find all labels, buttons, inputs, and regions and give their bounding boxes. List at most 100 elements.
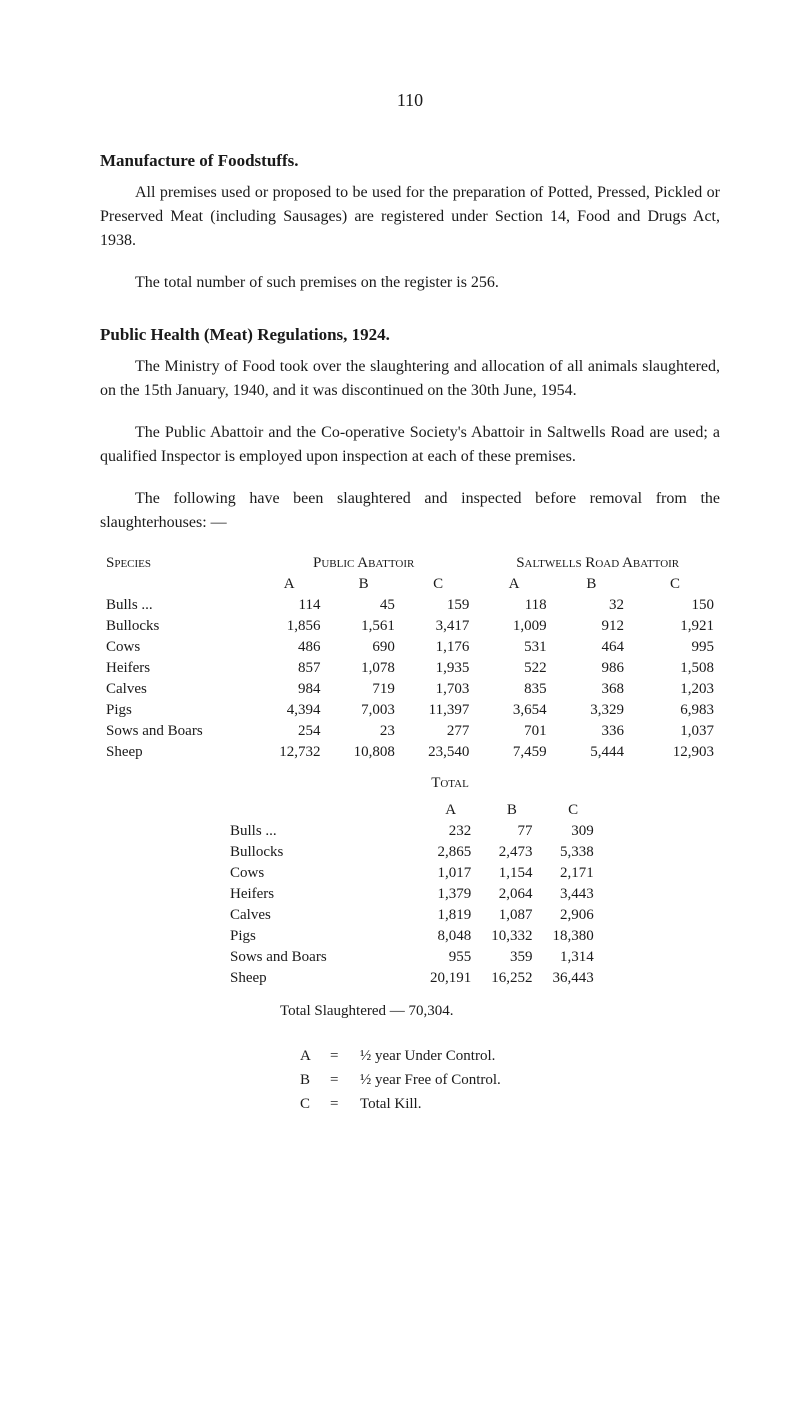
table-cell: 20,191 <box>420 968 481 989</box>
species-name: Sheep <box>220 968 420 989</box>
table-cell: 254 <box>252 721 326 742</box>
species-name: Calves <box>220 905 420 926</box>
table-cell: 23 <box>326 721 400 742</box>
table-row: Sows and Boars9553591,314 <box>220 947 604 968</box>
legend-b-text: ½ year Free of Control. <box>360 1068 501 1092</box>
table-cell: 7,459 <box>475 742 552 763</box>
table-row: Calves1,8191,0872,906 <box>220 905 604 926</box>
total-heading: Total <box>180 775 720 792</box>
abattoir-table: Species Public Abattoir Saltwells Road A… <box>100 553 720 763</box>
table-row: Sows and Boars254232777013361,037 <box>100 721 720 742</box>
page-number: 110 <box>100 90 720 111</box>
table-cell: 1,508 <box>630 658 720 679</box>
table2-subheader: A B C <box>220 800 604 821</box>
section2-para1: The Ministry of Food took over the slaug… <box>100 355 720 403</box>
table-cell: 1,009 <box>475 616 552 637</box>
species-name: Cows <box>100 637 252 658</box>
table-cell: 1,935 <box>401 658 475 679</box>
table-cell: 5,444 <box>553 742 630 763</box>
table-cell: 11,397 <box>401 700 475 721</box>
table-cell: 4,394 <box>252 700 326 721</box>
species-name: Sows and Boars <box>100 721 252 742</box>
table-cell: 7,003 <box>326 700 400 721</box>
col-a2: A <box>475 574 552 595</box>
species-name: Pigs <box>100 700 252 721</box>
saltwells-header: Saltwells Road Abattoir <box>475 553 720 574</box>
section1-para1: All premises used or proposed to be used… <box>100 181 720 253</box>
section2-para3: The following have been slaughtered and … <box>100 487 720 535</box>
table-cell: 464 <box>553 637 630 658</box>
col-b2: B <box>553 574 630 595</box>
table-cell: 2,171 <box>543 863 604 884</box>
table-row: Cows1,0171,1542,171 <box>220 863 604 884</box>
table-cell: 3,329 <box>553 700 630 721</box>
section2-heading: Public Health (Meat) Regulations, 1924. <box>100 325 720 345</box>
table-cell: 2,064 <box>481 884 542 905</box>
table-cell: 5,338 <box>543 842 604 863</box>
legend-c-letter: C <box>300 1092 330 1116</box>
table-cell: 995 <box>630 637 720 658</box>
col-c1: C <box>401 574 475 595</box>
table-cell: 1,314 <box>543 947 604 968</box>
table-cell: 1,561 <box>326 616 400 637</box>
species-name: Cows <box>220 863 420 884</box>
table-cell: 522 <box>475 658 552 679</box>
species-name: Pigs <box>220 926 420 947</box>
col-a1: A <box>252 574 326 595</box>
legend-b-eq: = <box>330 1068 360 1092</box>
page-content: 110 Manufacture of Foodstuffs. All premi… <box>0 0 800 1176</box>
species-name: Bullocks <box>100 616 252 637</box>
table-cell: 1,078 <box>326 658 400 679</box>
table-cell: 912 <box>553 616 630 637</box>
table-cell: 309 <box>543 821 604 842</box>
table1-header-row: Species Public Abattoir Saltwells Road A… <box>100 553 720 574</box>
table-cell: 159 <box>401 595 475 616</box>
legend-c-text: Total Kill. <box>360 1092 421 1116</box>
table-cell: 12,732 <box>252 742 326 763</box>
table-row: Bullocks2,8652,4735,338 <box>220 842 604 863</box>
legend-a-text: ½ year Under Control. <box>360 1044 495 1068</box>
species-name: Calves <box>100 679 252 700</box>
table-cell: 3,417 <box>401 616 475 637</box>
table-row: Bullocks1,8561,5613,4171,0099121,921 <box>100 616 720 637</box>
species-label: Species <box>100 553 252 574</box>
table-cell: 10,332 <box>481 926 542 947</box>
legend: A = ½ year Under Control. B = ½ year Fre… <box>300 1044 720 1116</box>
table-cell: 232 <box>420 821 481 842</box>
table-cell: 984 <box>252 679 326 700</box>
total-slaughtered: Total Slaughtered — 70,304. <box>280 1003 720 1020</box>
total-table: A B C Bulls ...23277309Bullocks2,8652,47… <box>220 800 604 989</box>
table-cell: 36,443 <box>543 968 604 989</box>
table-cell: 955 <box>420 947 481 968</box>
species-name: Bulls ... <box>220 821 420 842</box>
table-cell: 531 <box>475 637 552 658</box>
table-cell: 77 <box>481 821 542 842</box>
species-name: Sheep <box>100 742 252 763</box>
table-cell: 719 <box>326 679 400 700</box>
t2-col-c: C <box>543 800 604 821</box>
table-cell: 1,819 <box>420 905 481 926</box>
table-cell: 118 <box>475 595 552 616</box>
table-cell: 2,865 <box>420 842 481 863</box>
legend-c-eq: = <box>330 1092 360 1116</box>
col-b1: B <box>326 574 400 595</box>
table-cell: 8,048 <box>420 926 481 947</box>
table-cell: 486 <box>252 637 326 658</box>
table-cell: 1,154 <box>481 863 542 884</box>
table-row: Cows4866901,176531464995 <box>100 637 720 658</box>
table-cell: 1,203 <box>630 679 720 700</box>
table-cell: 1,856 <box>252 616 326 637</box>
table-cell: 2,906 <box>543 905 604 926</box>
legend-row-a: A = ½ year Under Control. <box>300 1044 720 1068</box>
table-cell: 336 <box>553 721 630 742</box>
section1-heading: Manufacture of Foodstuffs. <box>100 151 720 171</box>
species-name: Bullocks <box>220 842 420 863</box>
table-row: Sheep20,19116,25236,443 <box>220 968 604 989</box>
section1-para2: The total number of such premises on the… <box>100 271 720 295</box>
table-cell: 701 <box>475 721 552 742</box>
table-cell: 32 <box>553 595 630 616</box>
legend-row-c: C = Total Kill. <box>300 1092 720 1116</box>
table-cell: 16,252 <box>481 968 542 989</box>
table-cell: 3,654 <box>475 700 552 721</box>
table-cell: 1,087 <box>481 905 542 926</box>
